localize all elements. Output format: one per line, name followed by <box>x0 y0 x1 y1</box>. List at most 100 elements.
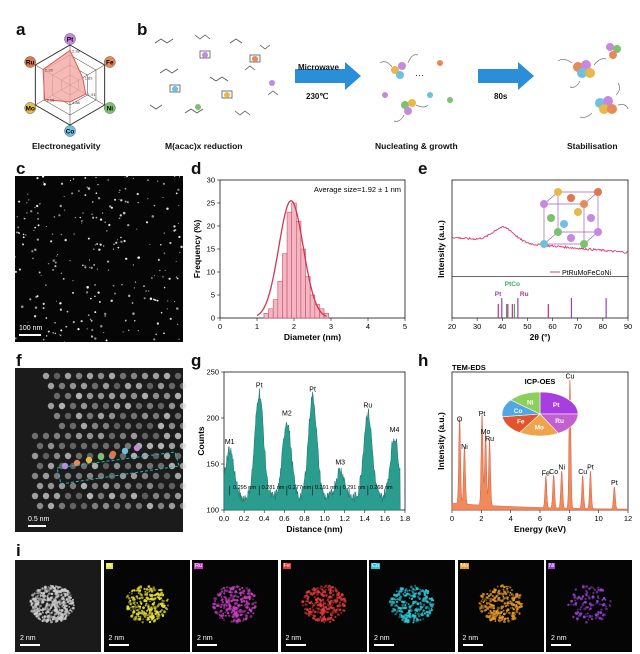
map-signal-dot <box>50 620 53 624</box>
map-signal-dot <box>511 606 514 609</box>
histogram-bar <box>291 202 297 319</box>
map-signal-dot <box>230 599 233 603</box>
map-signal-dot <box>227 599 230 602</box>
map-signal-dot <box>411 595 415 598</box>
map-signal-dot <box>490 604 492 607</box>
line-profile-chart: 0.0 0.2 0.4 0.6 0.8 1.0 1.2 1.4 1.6 1.8 100 150 200 2… <box>196 368 410 535</box>
nanoparticle-dot <box>59 302 62 305</box>
panel-label-a: a <box>16 20 26 39</box>
map-signal-dot <box>425 595 428 598</box>
nanoparticle-dot <box>157 180 159 182</box>
map-signal-dot <box>410 603 414 607</box>
map-signal-dot <box>43 607 47 611</box>
panel-label-f: f <box>16 351 22 370</box>
eds-peak-label: Pt <box>587 465 594 472</box>
map-signal-dot <box>62 600 65 604</box>
nanoparticle-dot <box>127 294 131 298</box>
map-signal-dot <box>234 590 237 593</box>
map-signal-dot <box>314 598 318 602</box>
map-signal-dot <box>221 598 224 601</box>
map-signal-dot <box>508 586 511 588</box>
crystal-atom <box>574 208 582 216</box>
nanoparticle-dot <box>102 212 104 214</box>
map-signal-dot <box>48 592 50 595</box>
map-signal-dot <box>484 604 487 608</box>
map-signal-dot <box>335 594 338 597</box>
nanoparticle-dot <box>137 201 139 204</box>
atom-column <box>102 382 110 390</box>
map-signal-dot <box>34 604 38 608</box>
nanoparticle-dot <box>16 216 18 218</box>
atom-column <box>58 482 66 490</box>
map-signal-dot <box>225 589 229 593</box>
map-signal-dot <box>513 605 516 608</box>
map-signal-dot <box>604 607 607 610</box>
map-signal-dot <box>422 606 425 608</box>
map-signal-dot <box>161 614 164 617</box>
nanoparticle-dot <box>52 268 55 271</box>
map-signal-dot <box>409 585 413 589</box>
atom-column <box>174 492 182 500</box>
atom-column <box>141 432 149 440</box>
nanoparticle-dot <box>59 308 63 311</box>
map-signal-dot <box>144 592 148 596</box>
map-signal-dot <box>339 611 342 614</box>
eds-map-ni: Ni 2 nm <box>546 560 632 652</box>
map-signal-dot <box>243 600 246 603</box>
map-signal-dot <box>503 602 506 605</box>
map-signal-dot <box>418 610 421 612</box>
map-signal-dot <box>331 593 335 597</box>
map-signal-dot <box>401 603 405 607</box>
map-signal-dot <box>60 594 62 597</box>
map-signal-dot <box>46 615 49 619</box>
map-signal-dot <box>342 604 346 608</box>
map-signal-dot <box>587 612 589 615</box>
map-signal-dot <box>511 611 514 615</box>
eds-peak-label: O <box>457 416 463 423</box>
nanoparticle-dot <box>45 335 48 337</box>
map-signal-dot <box>226 612 230 615</box>
map-signal-dot <box>490 612 493 615</box>
map-signal-dot <box>573 594 577 598</box>
map-signal-dot <box>160 593 164 597</box>
eds-scale-bar <box>374 644 394 646</box>
eds-map-mo: Mo 2 nm <box>457 560 544 652</box>
map-signal-dot <box>59 602 61 605</box>
map-signal-dot <box>221 590 224 593</box>
map-signal-dot <box>125 595 129 598</box>
map-signal-dot <box>599 611 603 615</box>
map-signal-dot <box>68 612 71 614</box>
nanoparticle-dot <box>45 317 48 319</box>
map-signal-dot <box>70 610 73 613</box>
nanoparticle-dot <box>94 283 96 286</box>
map-signal-dot <box>398 598 401 601</box>
map-signal-dot <box>147 590 150 593</box>
atom-column <box>86 372 94 380</box>
map-signal-dot <box>597 613 600 615</box>
map-signal-dot <box>133 605 137 608</box>
map-signal-dot <box>404 589 407 592</box>
atom-column <box>119 492 127 500</box>
map-signal-dot <box>233 585 236 589</box>
nanoparticle-dot <box>178 176 181 178</box>
xrd-xtick-label: 80 <box>599 322 607 331</box>
map-signal-dot <box>36 595 39 598</box>
map-signal-dot <box>312 591 315 595</box>
map-signal-dot <box>225 599 228 602</box>
map-signal-dot <box>324 593 328 597</box>
map-signal-dot <box>584 620 588 624</box>
map-signal-dot <box>157 593 160 595</box>
map-signal-dot <box>304 600 307 603</box>
map-signal-dot <box>45 614 48 616</box>
atom-column <box>47 502 55 510</box>
map-signal-dot <box>581 603 585 606</box>
map-signal-dot <box>127 607 130 611</box>
nanoparticle-dot <box>117 246 120 249</box>
nanoparticle-dot <box>97 196 101 200</box>
map-signal-dot <box>228 604 232 608</box>
nanoparticle-dot <box>42 302 45 305</box>
map-signal-dot <box>419 605 423 609</box>
time-label: 80s <box>494 92 508 101</box>
nanoparticle-dot <box>99 243 102 246</box>
map-signal-dot <box>596 614 599 618</box>
